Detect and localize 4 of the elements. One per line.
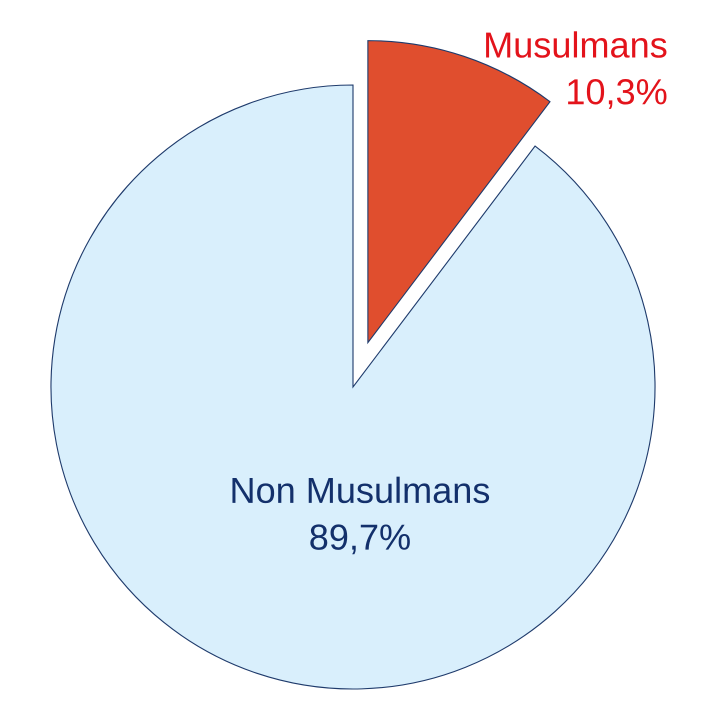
data-label: 10,3%	[568, 78, 666, 109]
slice-label: Non Musulmans	[232, 476, 490, 504]
data-label: 89,7%	[310, 524, 410, 554]
slice-label: Musulmans	[486, 31, 666, 58]
